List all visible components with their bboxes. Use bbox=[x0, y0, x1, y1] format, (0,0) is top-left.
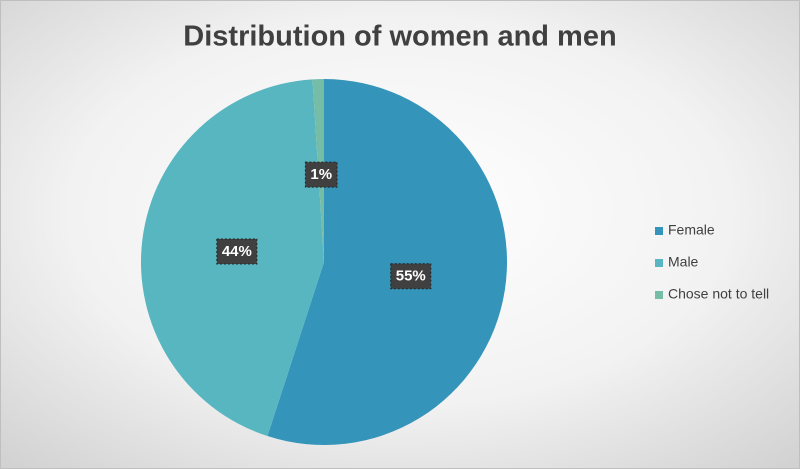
data-label-text: 44% bbox=[222, 243, 252, 260]
legend-label: Female bbox=[668, 222, 715, 238]
legend-swatch bbox=[655, 227, 663, 235]
data-label-box bbox=[304, 161, 338, 188]
data-label: 44% bbox=[216, 238, 258, 265]
data-label-text: 1% bbox=[310, 166, 332, 183]
legend-label: Male bbox=[668, 254, 699, 270]
data-label-text: 55% bbox=[396, 268, 426, 285]
chart-title: Distribution of women and men bbox=[183, 21, 616, 53]
data-label-box bbox=[216, 238, 258, 265]
data-label-box bbox=[390, 263, 432, 290]
legend-label: Chose not to tell bbox=[668, 286, 769, 302]
data-label: 55% bbox=[390, 263, 432, 290]
legend-swatch bbox=[655, 259, 663, 267]
legend: Female Male Chose not to tell bbox=[655, 222, 769, 302]
data-label: 1% bbox=[304, 161, 338, 188]
legend-swatch bbox=[655, 291, 663, 299]
